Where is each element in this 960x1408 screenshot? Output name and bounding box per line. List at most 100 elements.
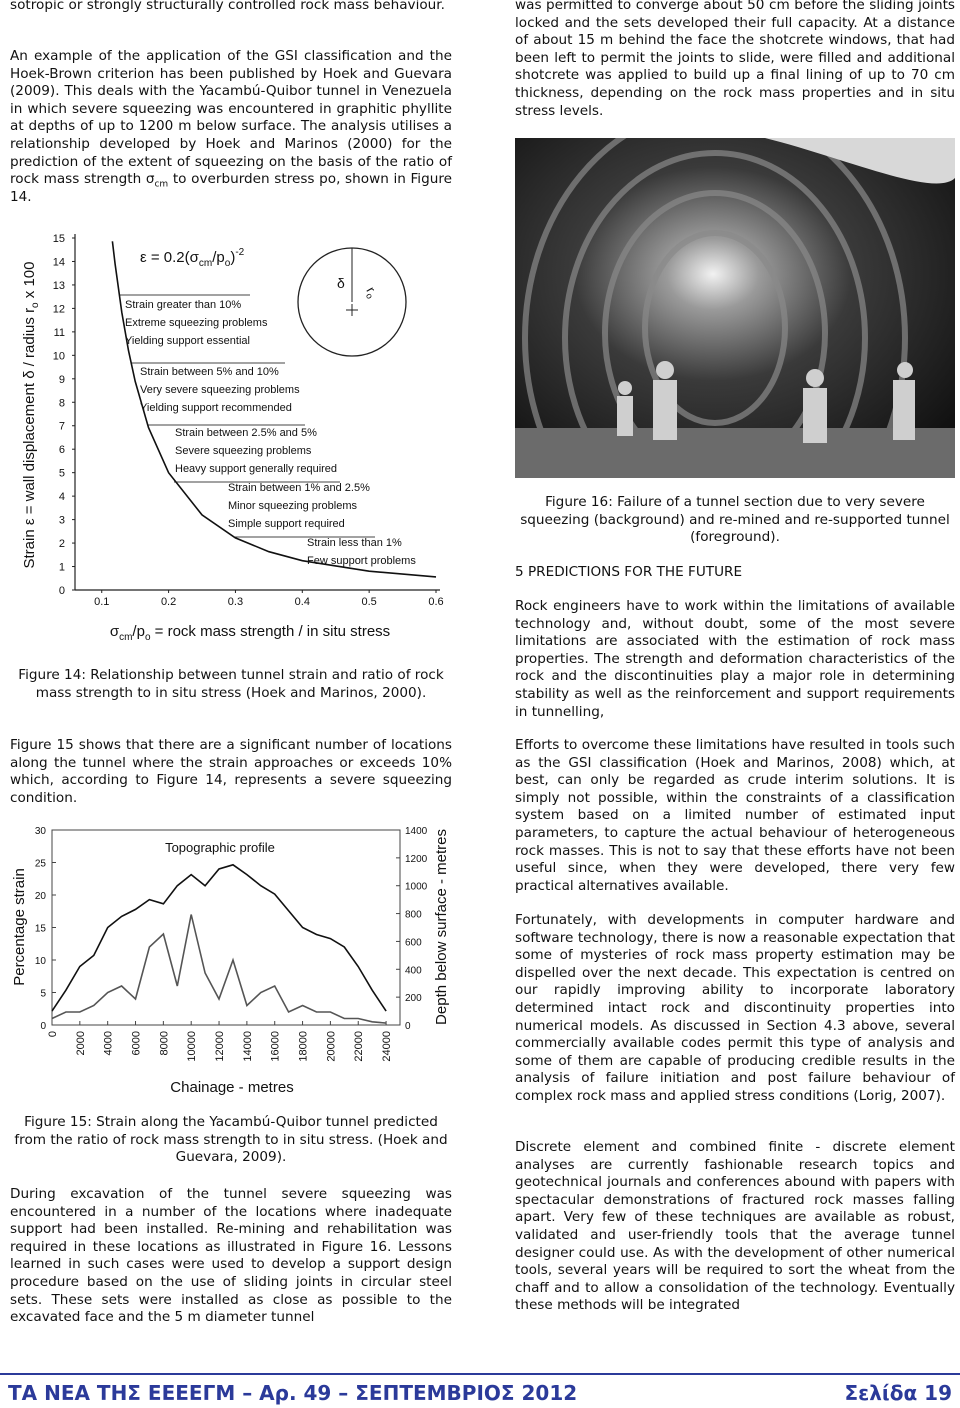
x-tick-label: 10000 (186, 1031, 198, 1062)
footer-title: ΤΑ ΝΕΑ ΤΗΣ ΕΕΕΕΓΜ – Αρ. 49 – ΣΕΠΤΕΜΒΡΙΟΣ… (8, 1381, 578, 1405)
zone-annotation: Strain between 5% and 10% (140, 366, 279, 378)
zone-annotation: Yielding support recommended (140, 402, 292, 414)
zone-annotation: Severe squeezing problems (175, 445, 312, 457)
x-tick-label: 22000 (353, 1031, 365, 1062)
section-heading: 5 PREDICTIONS FOR THE FUTURE (515, 564, 743, 580)
y-tick-label: 13 (53, 280, 65, 292)
formula-sub: o (225, 258, 231, 269)
zone-separators (119, 294, 375, 538)
paragraph: Figure 15 shows that there are a signifi… (10, 737, 452, 806)
zone-annotation: Heavy support generally required (175, 463, 337, 475)
x-tick-label: 16000 (270, 1031, 282, 1062)
label-sub: o (145, 632, 151, 643)
label-part: r (363, 284, 378, 296)
y-tick-label: 0 (40, 1021, 46, 1032)
figure-caption: Figure 15: Strain along the Yacambú-Quib… (14, 1114, 448, 1166)
zone-annotation: Simple support required (228, 518, 345, 530)
data-line (51, 863, 387, 1012)
y-tick-label: 6 (59, 444, 65, 456)
zone-annotation: Very severe squeezing problems (140, 384, 300, 396)
x-tick-label: 12000 (214, 1031, 226, 1062)
formula-sub: cm (199, 258, 212, 269)
label-sub: o (30, 302, 41, 308)
y-tick-label: 25 (35, 859, 47, 870)
x-tick-label: 4000 (103, 1031, 115, 1055)
y2-tick-label: 1400 (405, 826, 428, 837)
paragraph: During excavation of the tunnel severe s… (10, 1186, 452, 1326)
zone-annotation: Yielding support essential (125, 335, 250, 347)
y-tick-label: 0 (59, 585, 65, 597)
y-tick-label: 5 (59, 468, 65, 480)
x-axis-label: Chainage - metres (170, 1079, 293, 1096)
formula-part: ε = 0.2(σ (140, 249, 200, 266)
zone-annotation: Extreme squeezing problems (125, 317, 268, 329)
x-tick-label: 0.3 (228, 596, 243, 608)
floor (515, 428, 955, 478)
zone-annotation: Strain greater than 10% (125, 299, 241, 311)
label-part: = rock mass strength / in situ stress (151, 623, 391, 640)
delta-label: δ (337, 275, 345, 291)
annotation: Topographic profile (165, 840, 275, 855)
figure-caption: Figure 14: Relationship between tunnel s… (18, 667, 444, 701)
radius-label: ro (362, 284, 381, 301)
label-part: Strain ε = wall displacement δ / radius … (21, 308, 38, 569)
paragraph: Efforts to overcome these limitations ha… (515, 737, 955, 894)
y-tick-label: 2 (59, 538, 65, 550)
y-tick-label: 4 (59, 491, 65, 503)
label-sub: cm (119, 632, 132, 643)
y2-tick-label: 1000 (405, 882, 428, 893)
y-tick-label: 1 (59, 562, 65, 574)
pipe (765, 138, 955, 184)
y-tick-label: 30 (35, 826, 47, 837)
figure-15: Percentage strain Depth below surface - … (11, 826, 450, 1096)
zone-annotation: Strain less than 1% (307, 537, 402, 549)
zone-annotation: Few support problems (307, 555, 416, 567)
subscript: cm (154, 179, 169, 190)
x-tick-label: 0.2 (161, 596, 176, 608)
x-tick-label: 20000 (325, 1031, 337, 1062)
label-sub: o (364, 291, 375, 300)
y-tick-label: 10 (53, 350, 65, 362)
y-tick-label: 20 (35, 891, 47, 902)
x-tick-label: 0.6 (428, 596, 443, 608)
y-tick-label: 11 (54, 327, 65, 339)
paragraph: sotropic or strongly structurally contro… (10, 0, 445, 13)
formula-part: ) (230, 249, 235, 266)
text: to overburden stress po, shown in Figure… (10, 171, 452, 205)
y-tick-label: 7 (59, 421, 65, 433)
zone-annotation: Strain between 1% and 2.5% (228, 482, 370, 494)
paragraph: Discrete element and combined finite - d… (515, 1139, 955, 1314)
label-part: σ (110, 623, 120, 640)
y-tick-label: 15 (53, 233, 65, 245)
zone-annotation: Strain between 2.5% and 5% (175, 427, 317, 439)
photo (515, 138, 955, 478)
x-tick-label: 0 (47, 1031, 59, 1037)
paragraph: An example of the application of the GSI… (10, 48, 452, 206)
paragraph: Fortunately, with developments in comput… (515, 912, 955, 1104)
label-part: x 100 (21, 262, 38, 303)
formula-sup: -2 (235, 247, 244, 258)
formula: ε = 0.2(σcm/po)-2 (140, 247, 245, 269)
page-number: Σελίδα 19 (844, 1381, 952, 1405)
figure-caption: Figure 16: Failure of a tunnel section d… (520, 494, 950, 546)
data-line (51, 914, 387, 1024)
zone-annotation: Minor squeezing problems (228, 500, 358, 512)
y2-tick-label: 200 (405, 993, 422, 1004)
y-axis-label: Strain ε = wall displacement δ / radius … (21, 262, 41, 569)
paragraph: was permitted to converge about 50 cm be… (515, 0, 955, 119)
x-tick-label: 14000 (242, 1031, 254, 1062)
x-tick-label: 18000 (298, 1031, 310, 1062)
y-tick-label: 5 (40, 989, 46, 1000)
y2-tick-label: 0 (405, 1021, 411, 1032)
x-tick-label: 0.4 (295, 596, 310, 608)
y-tick-label: 3 (59, 515, 65, 527)
figure-14: ε = 0.2(σcm/po)-2 δ ro Strain ε = wall d… (21, 233, 444, 643)
y2-axis-label: Depth below surface - metres (433, 829, 450, 1025)
y-tick-label: 10 (35, 956, 47, 967)
x-tick-label: 6000 (131, 1031, 143, 1055)
x-tick-label: 2000 (75, 1031, 87, 1055)
x-tick-label: 0.1 (94, 596, 109, 608)
x-tick-label: 0.5 (361, 596, 376, 608)
